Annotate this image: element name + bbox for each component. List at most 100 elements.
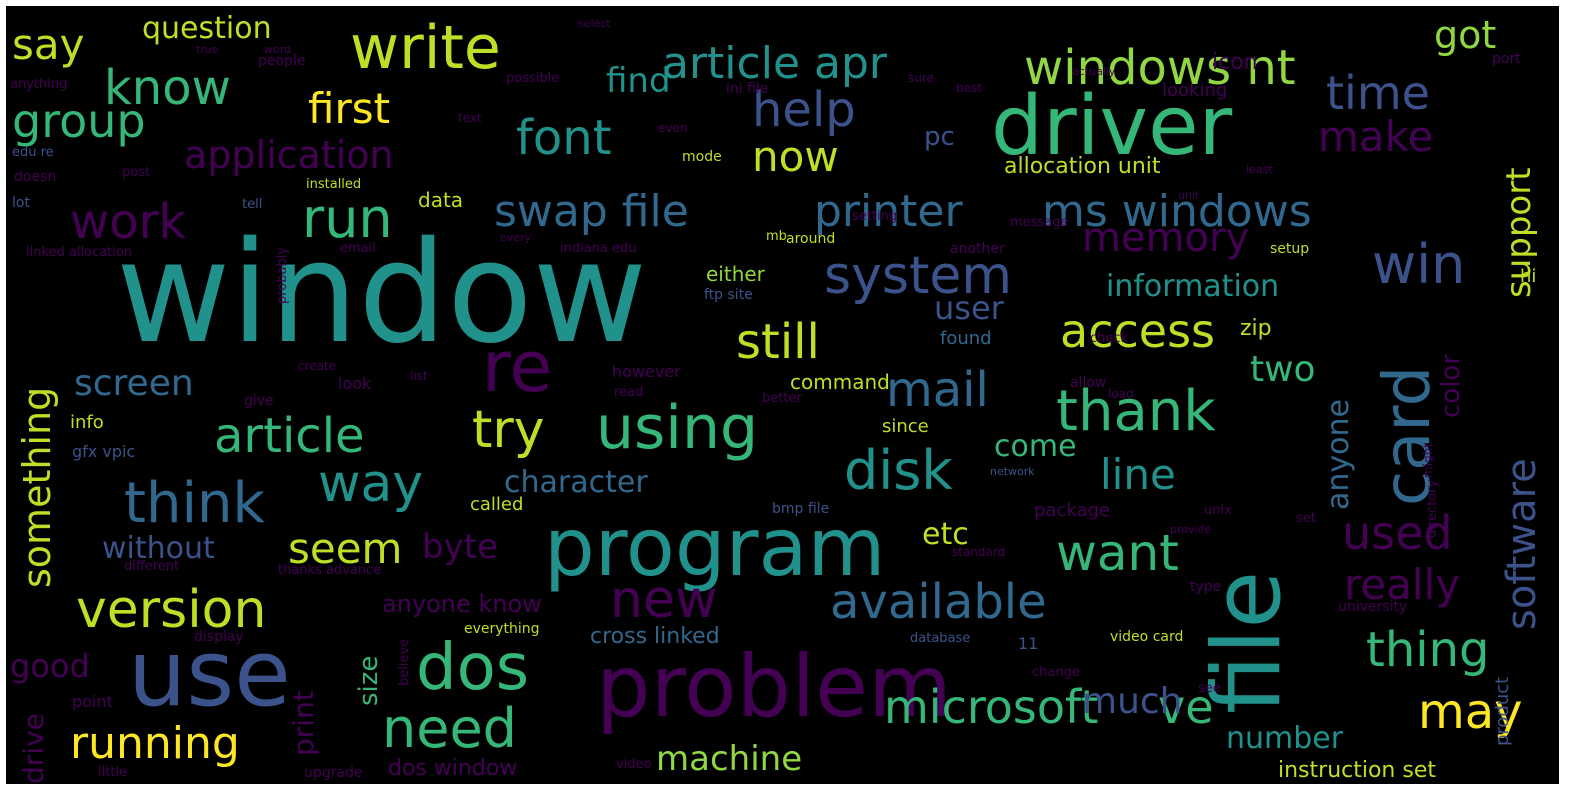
word: read xyxy=(614,385,644,400)
word: setting xyxy=(852,209,898,224)
word: better xyxy=(762,391,802,406)
word: either xyxy=(706,262,765,286)
word: little xyxy=(98,765,128,780)
word: user xyxy=(934,289,1004,327)
word: print xyxy=(287,690,320,756)
word: really xyxy=(1344,560,1461,609)
word: mode xyxy=(682,149,722,165)
word: product xyxy=(1492,676,1513,746)
word: word xyxy=(264,43,292,56)
word: around xyxy=(786,231,836,247)
word: know xyxy=(104,60,231,116)
word: dos window xyxy=(388,756,518,781)
word: true xyxy=(196,43,219,56)
word: running xyxy=(70,718,240,769)
word: might xyxy=(1421,443,1435,478)
word: question xyxy=(142,11,272,46)
word: thing xyxy=(1366,622,1490,678)
word: post xyxy=(122,165,151,180)
word: first xyxy=(308,84,391,133)
word: still xyxy=(736,314,820,370)
word: cross linked xyxy=(590,624,720,649)
word: doesn xyxy=(14,169,57,185)
word: disk xyxy=(844,439,953,502)
word: pc xyxy=(924,122,955,152)
word: article xyxy=(214,408,365,464)
word: actually xyxy=(1072,65,1116,78)
word: write xyxy=(350,13,501,83)
word: load xyxy=(1108,387,1134,401)
word: standard xyxy=(952,545,1006,559)
word: re xyxy=(482,326,553,408)
word: looking xyxy=(1162,80,1228,101)
word: instruction set xyxy=(1278,758,1436,783)
word: using xyxy=(596,393,759,463)
word: ftp site xyxy=(704,287,753,303)
word: however xyxy=(612,362,681,381)
word: display xyxy=(194,629,244,645)
word: line xyxy=(1100,450,1176,499)
word: tell xyxy=(242,197,263,212)
word: think xyxy=(124,471,265,536)
word: port xyxy=(1492,51,1521,67)
word: application xyxy=(184,133,394,177)
word: sure xyxy=(908,71,934,85)
word: unix xyxy=(1204,503,1232,518)
word: used xyxy=(1342,506,1453,560)
word: say xyxy=(12,20,85,69)
word: ini file xyxy=(726,81,769,97)
word: group xyxy=(12,94,146,148)
word: icon xyxy=(1212,50,1258,75)
word: people xyxy=(258,53,306,69)
word: version xyxy=(76,580,267,640)
word: size xyxy=(354,655,384,706)
word: new xyxy=(610,570,718,630)
word: available xyxy=(830,574,1047,630)
word: access xyxy=(1060,304,1216,358)
word: use xyxy=(128,620,291,727)
word: byte xyxy=(422,527,498,567)
word: video xyxy=(616,757,652,772)
word: give xyxy=(244,393,274,409)
word: called xyxy=(470,494,524,515)
word: package xyxy=(1034,500,1110,521)
word: seem xyxy=(288,524,403,573)
word: zip xyxy=(1240,316,1272,341)
word: every xyxy=(500,231,532,244)
word: program xyxy=(544,501,886,594)
word: hi xyxy=(1520,266,1537,287)
word: best xyxy=(956,81,982,95)
word: info xyxy=(70,412,104,433)
word: unit xyxy=(1178,189,1200,202)
word: window xyxy=(116,212,648,375)
word: create xyxy=(298,359,337,373)
word: change xyxy=(1032,665,1080,680)
word: windows nt xyxy=(1024,40,1296,96)
word: run xyxy=(302,187,393,250)
word: thank xyxy=(1056,379,1216,444)
word-cloud: window driver file problem use program w… xyxy=(6,6,1559,784)
word: ms windows xyxy=(1042,186,1312,237)
word: probably xyxy=(275,246,290,304)
word: database xyxy=(910,631,971,646)
word: bmp file xyxy=(772,501,830,517)
word: check xyxy=(1090,331,1129,346)
word: two xyxy=(1250,349,1316,390)
word: number xyxy=(1226,721,1344,756)
word: ve xyxy=(1158,680,1214,734)
word: 11 xyxy=(1018,634,1039,653)
word: good xyxy=(10,647,90,685)
word: provide xyxy=(1170,523,1212,536)
word: found xyxy=(940,328,992,349)
word: message xyxy=(1010,215,1069,230)
word: select xyxy=(578,17,611,30)
word: find xyxy=(606,61,671,101)
word: different xyxy=(124,559,180,574)
word: color xyxy=(1436,353,1466,418)
word: font xyxy=(516,110,612,166)
word: character xyxy=(504,465,648,500)
word: way xyxy=(318,454,424,514)
word: swap file xyxy=(494,186,689,237)
word: setup xyxy=(1270,241,1310,257)
word: command xyxy=(790,370,890,394)
